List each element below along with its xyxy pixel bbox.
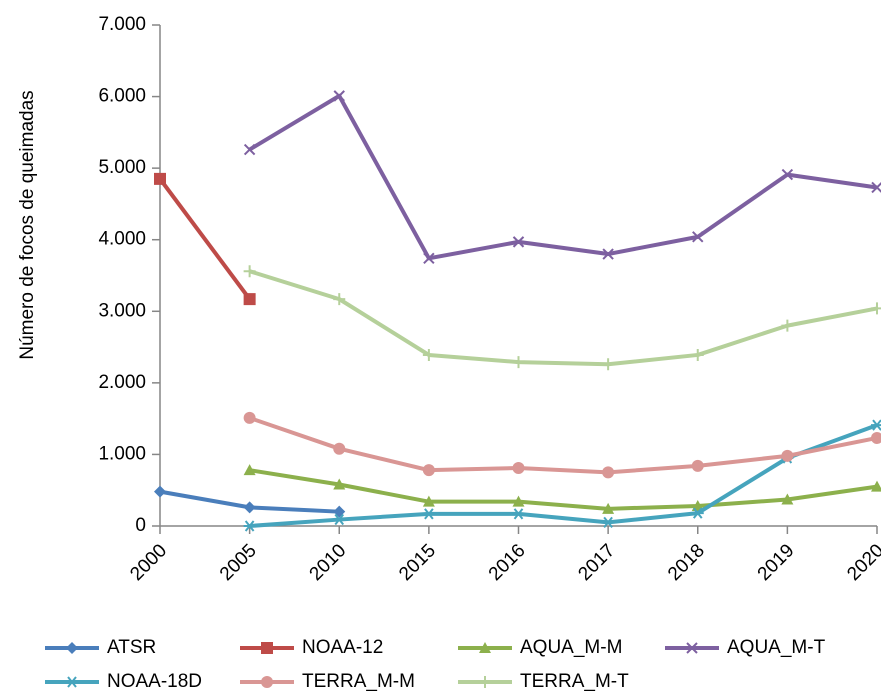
marker	[691, 459, 704, 472]
marker	[871, 181, 881, 194]
marker	[333, 293, 346, 306]
x-tick-label: 2018	[664, 540, 709, 585]
marker	[512, 236, 525, 248]
marker	[66, 642, 78, 654]
marker	[243, 520, 256, 532]
y-tick-label: 0	[135, 515, 146, 536]
marker	[422, 464, 435, 477]
marker	[602, 516, 615, 529]
series-line	[249, 269, 878, 367]
marker	[602, 466, 615, 479]
marker	[512, 508, 525, 520]
marker	[422, 508, 435, 520]
marker	[154, 172, 166, 185]
y-axis-label: Número de focos de queimadas	[17, 90, 38, 359]
series	[243, 464, 881, 514]
marker	[602, 248, 614, 260]
series	[243, 411, 881, 479]
marker	[871, 431, 881, 444]
marker	[422, 348, 435, 361]
marker	[691, 348, 704, 361]
marker	[243, 293, 256, 306]
y-tick-label: 7.000	[98, 14, 146, 35]
x-tick-label: 2017	[574, 540, 619, 585]
marker	[333, 513, 346, 526]
legend-label: NOAA-18D	[107, 671, 202, 692]
x-tick-label: 2010	[306, 540, 351, 585]
marker	[243, 411, 256, 424]
marker	[261, 642, 273, 654]
marker	[871, 302, 881, 315]
series	[243, 265, 881, 371]
marker	[781, 319, 794, 332]
marker	[333, 505, 346, 518]
series-line	[158, 177, 252, 301]
x-tick-label: 2019	[754, 540, 799, 585]
y-tick-label: 5.000	[98, 157, 146, 178]
y-tick-label: 2.000	[98, 372, 146, 393]
legend-label: TERRA_M-T	[520, 671, 629, 692]
marker	[686, 642, 698, 654]
x-tick-label: 2015	[395, 540, 440, 585]
marker	[512, 356, 525, 369]
series	[154, 172, 256, 306]
marker	[243, 265, 256, 278]
marker	[261, 676, 273, 688]
marker	[422, 495, 435, 507]
legend-label: ATSR	[107, 637, 156, 658]
marker	[781, 449, 794, 462]
x-tick-label: 2000	[126, 540, 171, 585]
marker	[333, 478, 346, 490]
marker	[243, 464, 256, 476]
legend-label: NOAA-12	[302, 637, 383, 658]
marker	[512, 495, 525, 507]
marker	[479, 642, 491, 653]
x-tick-label: 2005	[216, 540, 261, 585]
marker	[479, 676, 491, 688]
marker	[154, 485, 166, 498]
series	[154, 485, 346, 518]
marker	[512, 462, 525, 475]
series-line	[248, 93, 878, 261]
marker	[871, 419, 881, 431]
marker	[423, 252, 435, 265]
legend-label: AQUA_M-T	[727, 637, 826, 658]
marker	[871, 480, 881, 492]
marker	[66, 676, 78, 688]
marker	[602, 358, 615, 371]
marker	[243, 501, 256, 514]
legend-label: TERRA_M-M	[302, 671, 415, 692]
marker	[781, 493, 794, 505]
legend-label: AQUA_M-M	[520, 637, 622, 658]
marker	[692, 231, 704, 243]
series	[243, 90, 881, 265]
marker	[602, 502, 615, 514]
y-tick-label: 6.000	[98, 86, 146, 107]
x-tick-label: 2020	[843, 540, 881, 585]
y-tick-label: 1.000	[98, 443, 146, 464]
series-line	[249, 468, 878, 511]
marker	[243, 143, 256, 156]
series-line	[248, 416, 878, 475]
y-tick-label: 3.000	[98, 300, 146, 321]
series-line	[249, 423, 878, 528]
marker	[781, 168, 794, 181]
x-tick-label: 2016	[485, 540, 530, 585]
marker	[691, 507, 704, 519]
marker	[333, 442, 346, 455]
marker	[333, 90, 345, 102]
y-tick-label: 4.000	[98, 229, 146, 250]
